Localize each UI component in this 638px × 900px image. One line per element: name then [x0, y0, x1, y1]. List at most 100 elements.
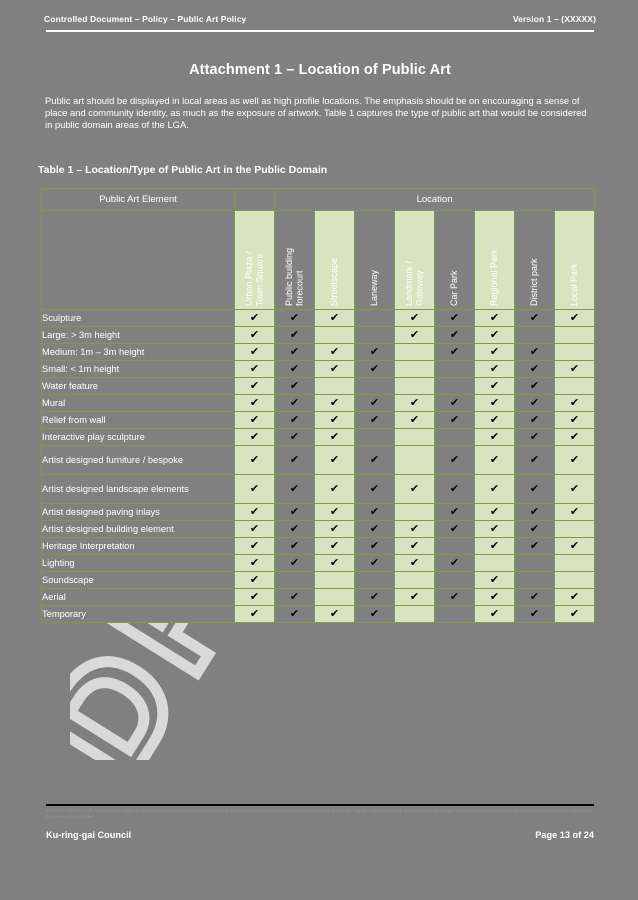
cell-empty: [394, 360, 435, 378]
check-icon: ✔: [289, 453, 300, 466]
column-header-regional-park: Regional Park: [474, 210, 515, 310]
check-icon: ✔: [529, 522, 540, 535]
column-header-blank: [41, 210, 235, 310]
cell-checked: ✔: [394, 411, 435, 429]
check-icon: ✔: [289, 430, 300, 443]
table-row: Soundscape ✔ ✔: [41, 571, 596, 589]
row-label: Heritage Interpretation: [41, 537, 235, 555]
check-icon: ✔: [489, 413, 500, 426]
check-icon: ✔: [329, 311, 340, 324]
check-icon: ✔: [409, 539, 420, 552]
check-icon: ✔: [289, 362, 300, 375]
table-row: Temporary ✔ ✔ ✔ ✔ ✔ ✔ ✔: [41, 605, 596, 623]
header-document-title: Controlled Document – Policy – Public Ar…: [44, 14, 247, 24]
check-icon: ✔: [409, 522, 420, 535]
cell-checked: ✔: [514, 503, 555, 521]
table-row: Artist designed furniture / bespoke ✔ ✔ ✔ ✔ ✔…: [41, 445, 596, 475]
check-icon: ✔: [529, 607, 540, 620]
table-row: Large: > 3m height ✔ ✔ ✔ ✔ ✔: [41, 326, 596, 344]
cell-empty: [553, 520, 596, 538]
cell-empty: [394, 445, 435, 475]
check-icon: ✔: [409, 556, 420, 569]
cell-empty: [553, 554, 596, 572]
check-icon: ✔: [289, 311, 300, 324]
column-header-label: Public building forecourt: [284, 247, 305, 306]
column-header-label: Urban Plaza / Town Square: [244, 251, 265, 306]
cell-empty: [434, 605, 475, 623]
cell-checked: ✔: [234, 605, 275, 623]
check-icon: ✔: [369, 590, 380, 603]
cell-empty: [394, 428, 435, 446]
cell-checked: ✔: [234, 520, 275, 538]
intro-paragraph: Public art should be displayed in local …: [45, 95, 587, 131]
column-header-public-building-forecourt: Public building forecourt: [274, 210, 315, 310]
row-label: Sculpture: [41, 309, 235, 327]
check-icon: ✔: [369, 522, 380, 535]
check-icon: ✔: [369, 539, 380, 552]
cell-empty: [354, 326, 395, 344]
check-icon: ✔: [369, 362, 380, 375]
document-footer: Ku-ring-gai Council Page 13 of 24: [46, 830, 594, 840]
check-icon: ✔: [489, 311, 500, 324]
check-icon: ✔: [489, 379, 500, 392]
cell-checked: ✔: [553, 411, 596, 429]
cell-checked: ✔: [474, 411, 515, 429]
table-row: Lighting ✔ ✔ ✔ ✔ ✔ ✔: [41, 554, 596, 572]
check-icon: ✔: [249, 396, 260, 409]
check-icon: ✔: [569, 453, 580, 466]
cell-checked: ✔: [274, 343, 315, 361]
check-icon: ✔: [569, 482, 580, 495]
cell-checked: ✔: [354, 554, 395, 572]
cell-checked: ✔: [514, 474, 555, 504]
table-group-header-row: Public Art Element Location: [41, 188, 596, 211]
column-header-urban-plaza-town-square: Urban Plaza / Town Square: [234, 210, 275, 310]
column-header-label: Local Park: [569, 263, 580, 306]
check-icon: ✔: [489, 539, 500, 552]
check-icon: ✔: [449, 482, 460, 495]
check-icon: ✔: [409, 482, 420, 495]
cell-checked: ✔: [434, 394, 475, 412]
check-icon: ✔: [529, 539, 540, 552]
check-icon: ✔: [489, 396, 500, 409]
cell-checked: ✔: [314, 445, 355, 475]
cell-checked: ✔: [553, 394, 596, 412]
check-icon: ✔: [449, 413, 460, 426]
cell-checked: ✔: [514, 309, 555, 327]
row-label: Lighting: [41, 554, 235, 572]
check-icon: ✔: [449, 311, 460, 324]
cell-empty: [394, 343, 435, 361]
cell-checked: ✔: [514, 537, 555, 555]
cell-checked: ✔: [514, 588, 555, 606]
cell-checked: ✔: [274, 554, 315, 572]
column-header-label: Regional Park: [489, 249, 500, 306]
cell-checked: ✔: [553, 445, 596, 475]
check-icon: ✔: [529, 396, 540, 409]
row-label: Water feature: [41, 377, 235, 395]
cell-checked: ✔: [274, 474, 315, 504]
check-icon: ✔: [289, 328, 300, 341]
check-icon: ✔: [249, 505, 260, 518]
table-head: Public Art Element Location Urban Plaza …: [41, 188, 596, 310]
cell-empty: [314, 326, 355, 344]
check-icon: ✔: [489, 573, 500, 586]
cell-checked: ✔: [394, 309, 435, 327]
check-icon: ✔: [489, 505, 500, 518]
cell-checked: ✔: [354, 537, 395, 555]
check-icon: ✔: [289, 556, 300, 569]
footer-page-number: Page 13 of 24: [535, 830, 594, 840]
cell-empty: [274, 571, 315, 589]
page-title: Attachment 1 – Location of Public Art: [189, 62, 451, 78]
check-icon: ✔: [329, 396, 340, 409]
cell-checked: ✔: [234, 343, 275, 361]
check-icon: ✔: [249, 413, 260, 426]
cell-checked: ✔: [274, 428, 315, 446]
cell-empty: [434, 360, 475, 378]
footer-council-name: Ku-ring-gai Council: [46, 830, 132, 840]
cell-checked: ✔: [474, 360, 515, 378]
cell-checked: ✔: [434, 326, 475, 344]
check-icon: ✔: [529, 453, 540, 466]
cell-checked: ✔: [354, 520, 395, 538]
cell-checked: ✔: [274, 309, 315, 327]
cell-checked: ✔: [274, 411, 315, 429]
table-row: Interactive play sculpture ✔ ✔ ✔ ✔ ✔ ✔: [41, 428, 596, 446]
